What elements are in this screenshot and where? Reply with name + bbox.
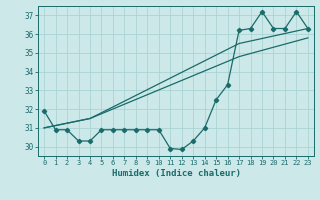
X-axis label: Humidex (Indice chaleur): Humidex (Indice chaleur) [111, 169, 241, 178]
